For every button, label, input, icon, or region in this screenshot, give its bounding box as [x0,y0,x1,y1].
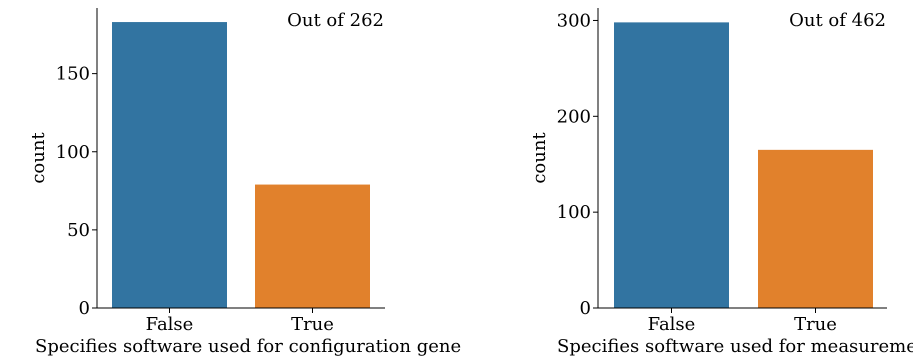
y-tick-label: 0 [79,298,90,319]
out-of-annotation: Out of 262 [287,10,384,31]
x-tick-label: True [291,314,334,335]
y-tick-label: 50 [67,220,90,241]
bar-false [112,22,227,308]
y-tick-label: 100 [557,202,591,223]
y-tick-label: 0 [580,298,591,319]
x-tick-label: True [794,314,837,335]
x-tick-label: False [146,314,194,335]
chart-panel-1: 0 50 100 150 False True count Specifies softwar… [28,8,461,357]
y-axis-label: count [529,132,550,184]
bar-false [614,22,729,309]
y-tick-label: 300 [557,10,591,31]
out-of-annotation: Out of 462 [789,10,886,31]
x-axis-label: Specifies software used for measuremen [557,336,913,357]
y-tick-label: 150 [56,64,90,85]
chart-panel-2: 0 100 200 300 False True count Specifies softwa… [529,8,913,357]
x-axis-label: Specifies software used for configuratio… [35,336,461,357]
y-axis-label: count [28,132,49,184]
bar-true [758,149,873,308]
y-tick-label: 200 [557,106,591,127]
y-tick-label: 100 [56,142,90,163]
bar-true [255,184,370,308]
x-tick-label: False [648,314,696,335]
